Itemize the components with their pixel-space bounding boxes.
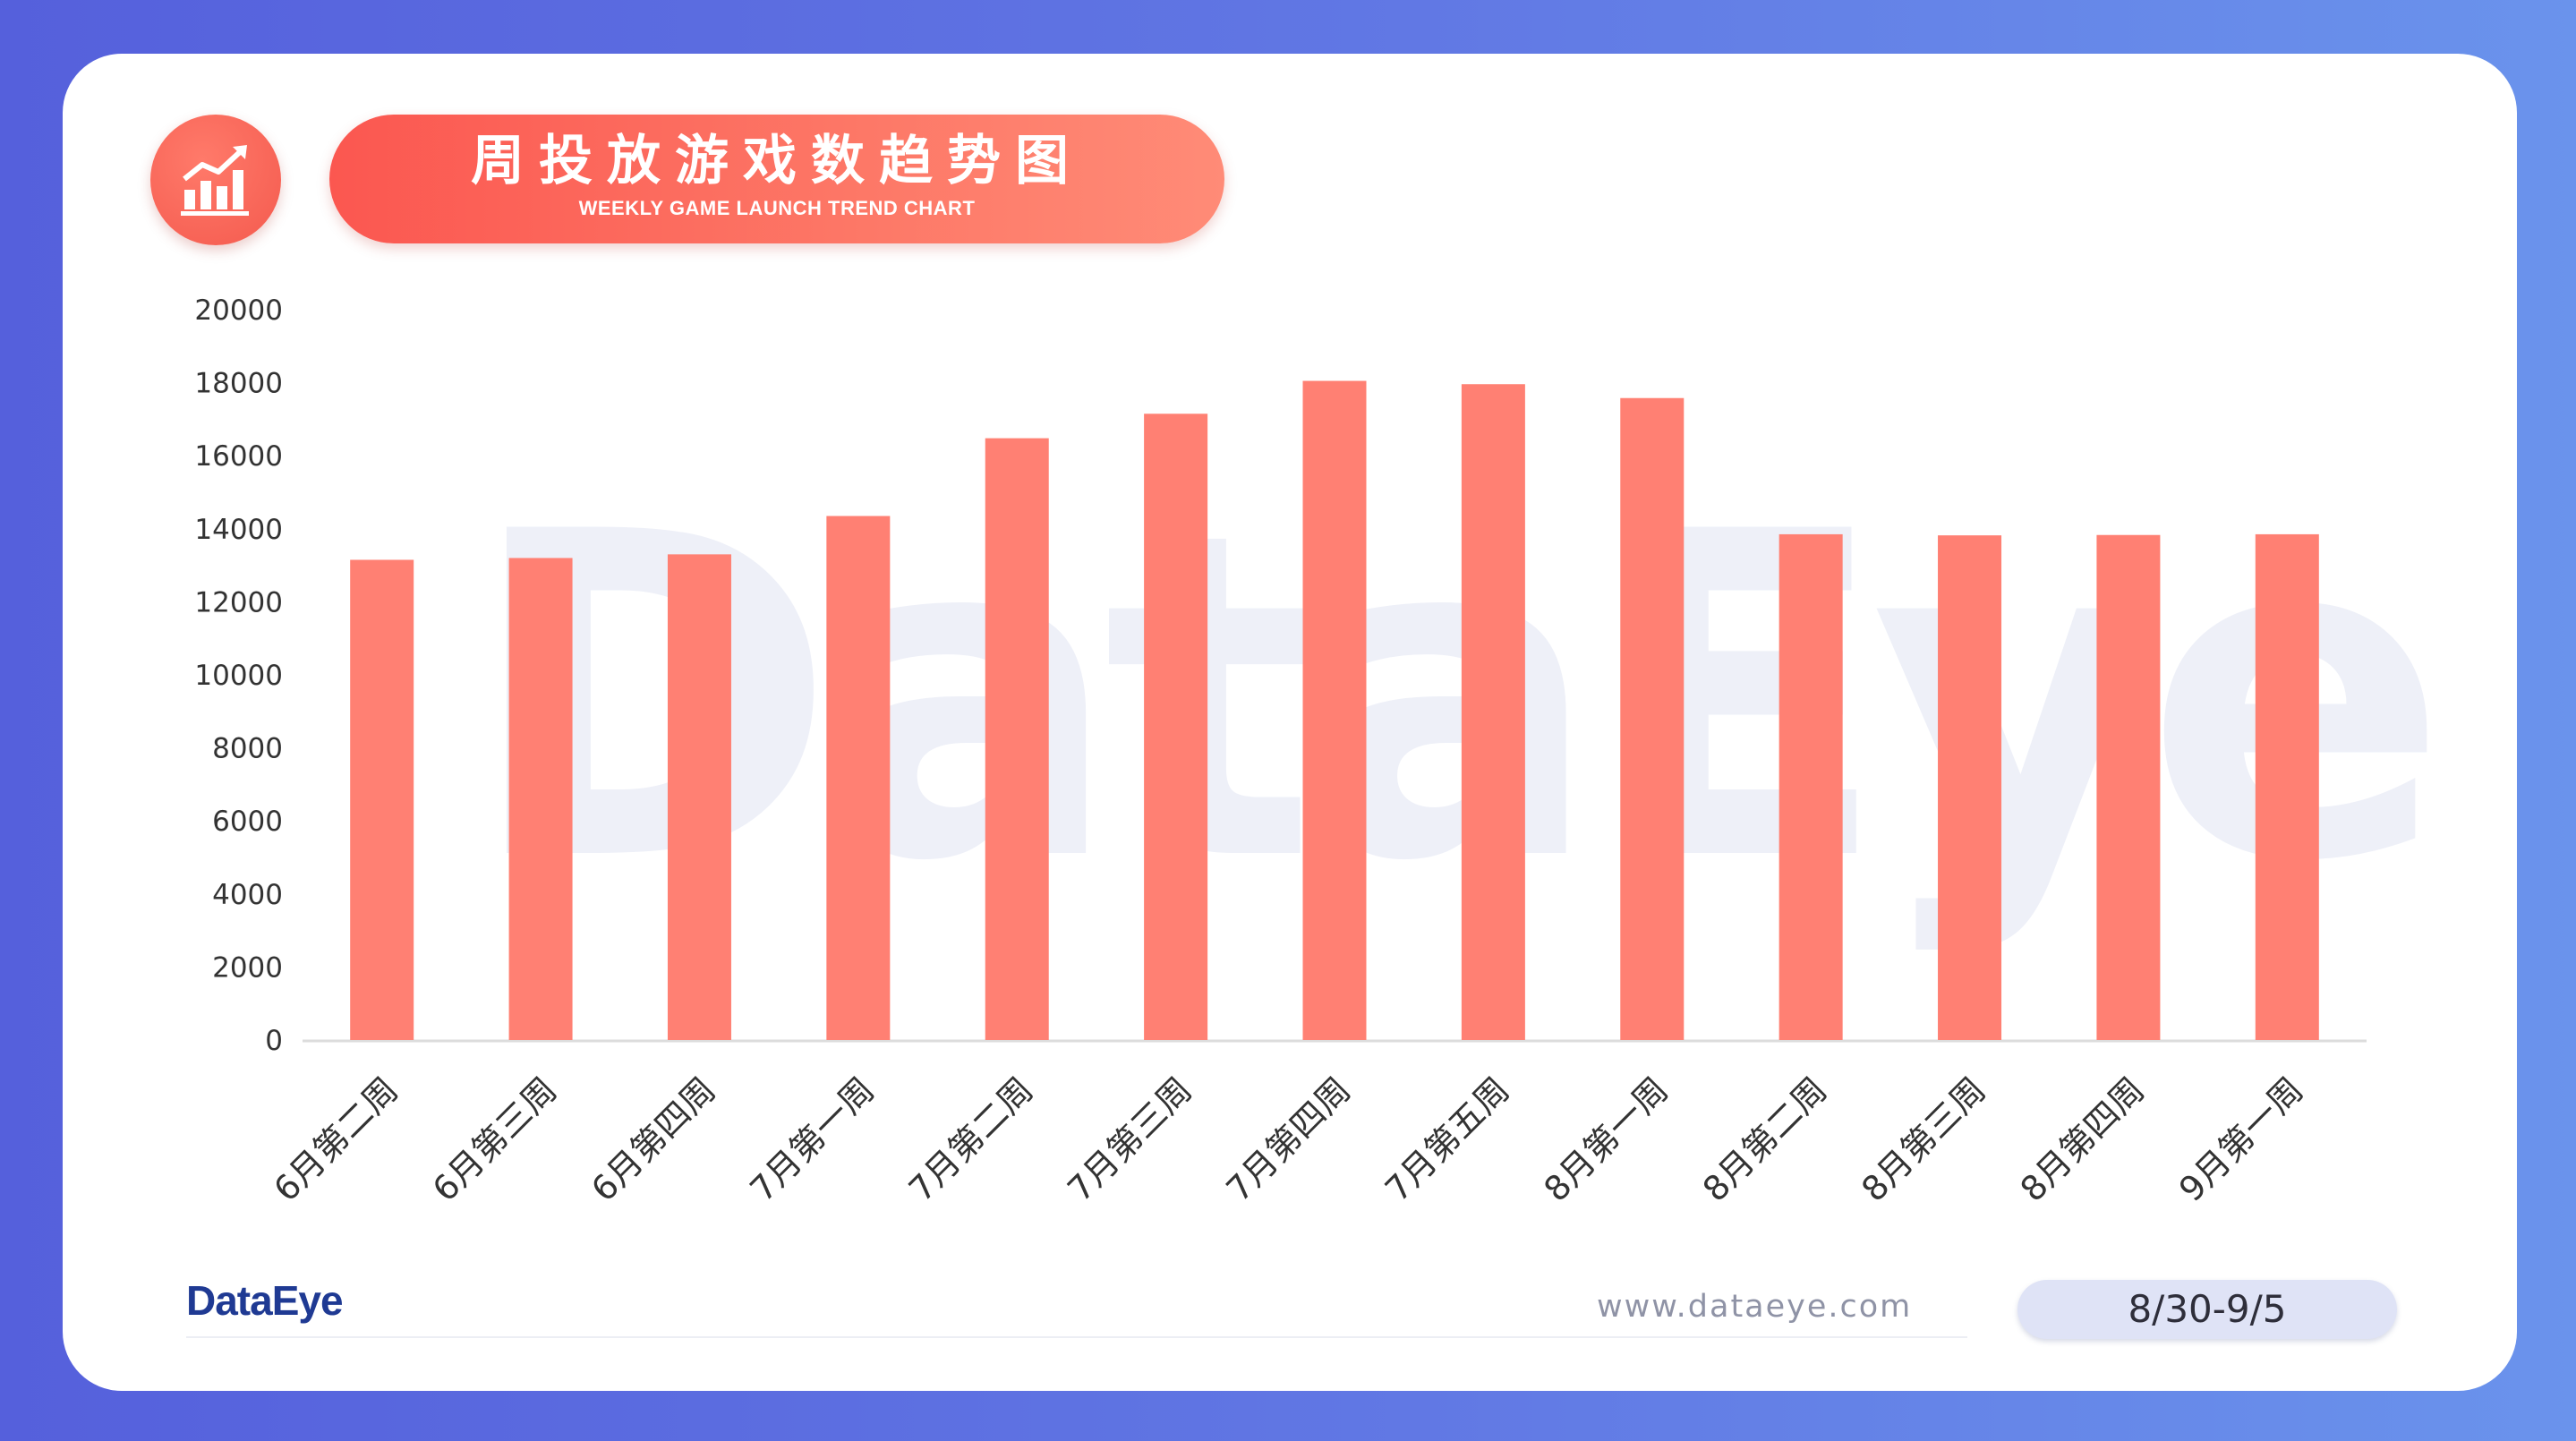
y-tick-label: 2000 <box>212 951 283 984</box>
x-tick-label: 7月第二周 <box>901 1070 1041 1209</box>
bar <box>1302 380 1367 1040</box>
x-tick-label: 7月第一周 <box>743 1070 883 1209</box>
x-tick-label: 8月第二周 <box>1695 1070 1835 1209</box>
page-title: 周投放游戏数趋势图 <box>471 130 1083 192</box>
x-tick-label: 9月第一周 <box>2171 1070 2311 1209</box>
date-range-badge: 8/30-9/5 <box>2017 1280 2397 1339</box>
bar-chart: 0 2000 4000 6000 8000 10000 12000 14000 16000 180… <box>194 294 2367 1209</box>
dataeye-logo: DataEye <box>186 1277 344 1324</box>
x-tick-label: 6月第四周 <box>584 1070 723 1209</box>
x-tick-label: 6月第二周 <box>266 1070 405 1209</box>
x-tick-label: 6月第三周 <box>425 1070 565 1209</box>
bar <box>1938 535 2002 1040</box>
y-tick-label: 16000 <box>194 440 283 473</box>
bar <box>1461 384 1525 1040</box>
bar <box>508 558 573 1040</box>
bar <box>2096 534 2161 1040</box>
x-tick-label: 7月第五周 <box>1378 1070 1517 1209</box>
y-tick-label: 0 <box>265 1025 283 1057</box>
y-tick-label: 18000 <box>194 368 283 400</box>
slide-card: DataEye 周投放游戏数趋势图 WEEKLY GAME LAUNCH TRE… <box>63 54 2517 1391</box>
x-tick-label: 8月第四周 <box>2013 1070 2153 1209</box>
y-tick-label: 8000 <box>212 733 283 765</box>
bar-chart-growth-icon <box>150 115 281 245</box>
title-banner: 周投放游戏数趋势图 WEEKLY GAME LAUNCH TREND CHART <box>329 115 1224 243</box>
y-tick-label: 10000 <box>194 660 283 692</box>
bar <box>826 516 891 1040</box>
footer-divider <box>186 1336 1967 1338</box>
x-tick-label: 8月第一周 <box>1536 1070 1676 1209</box>
y-tick-label: 4000 <box>212 879 283 911</box>
x-tick-label: 7月第三周 <box>1060 1070 1199 1209</box>
x-tick-label: 7月第四周 <box>1219 1070 1359 1209</box>
bar <box>667 554 731 1040</box>
y-tick-label: 6000 <box>212 806 283 838</box>
bar <box>2255 533 2319 1040</box>
y-tick-label: 20000 <box>194 294 283 327</box>
bar <box>985 438 1049 1041</box>
bar <box>350 559 414 1040</box>
y-tick-label: 12000 <box>194 586 283 618</box>
bar <box>1620 397 1685 1041</box>
bar <box>1778 533 1843 1040</box>
y-tick-label: 14000 <box>194 514 283 546</box>
footer-url: www.dataeye.com <box>1597 1289 1913 1325</box>
x-tick-label: 8月第三周 <box>1854 1070 1993 1209</box>
page-subtitle: WEEKLY GAME LAUNCH TREND CHART <box>578 197 976 219</box>
bar <box>1144 414 1208 1040</box>
